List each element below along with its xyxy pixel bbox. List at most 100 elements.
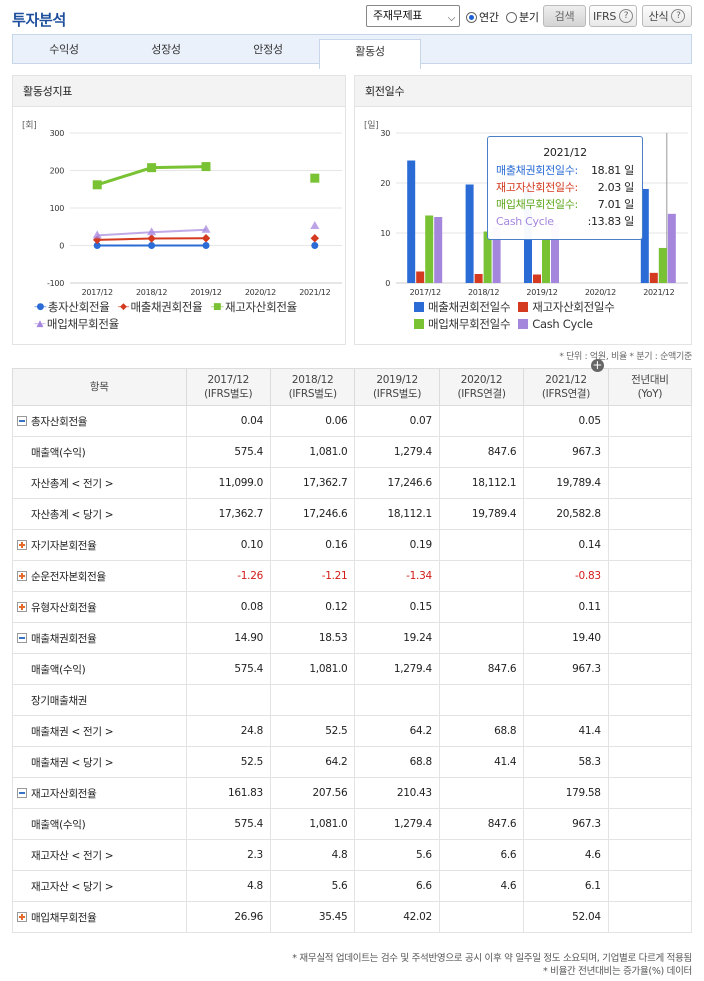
bar[interactable] xyxy=(533,274,541,284)
legend-label: 총자산회전율 xyxy=(47,300,110,314)
activity-chart-panel: 활동성지표 xyxy=(12,75,346,345)
row-label-text: 총자산회전율 xyxy=(31,415,88,428)
chart-unit: [회] xyxy=(22,121,37,131)
formula-button[interactable]: 산식? xyxy=(642,5,692,27)
collapse-icon[interactable] xyxy=(17,632,27,643)
radio-quarter[interactable]: 분기 xyxy=(506,9,539,25)
bar[interactable] xyxy=(492,227,501,283)
y-tick-label: 0 xyxy=(385,279,390,288)
table-cell xyxy=(438,560,525,592)
tooltip-label: 재고자산회전일수: xyxy=(496,181,578,194)
table-cell: 575.4 xyxy=(185,808,271,840)
y-tick-label: -100 xyxy=(47,279,64,288)
row-label: 자산총계 < 당기 > xyxy=(12,498,187,530)
data-point[interactable] xyxy=(202,241,210,249)
tab-stability[interactable]: 안정성 xyxy=(253,43,283,56)
table-cell xyxy=(438,901,525,933)
row-label[interactable]: 자기자본회전율 xyxy=(12,529,187,561)
row-label[interactable]: 재고자산회전율 xyxy=(12,777,187,809)
row-label-text: 자기자본회전율 xyxy=(31,539,97,552)
formula-label: 산식 xyxy=(648,10,669,23)
tooltip-value: 18.81 일 xyxy=(590,164,634,177)
legend-item[interactable]: –◆– 매출채권회전율 xyxy=(118,299,203,315)
statement-select[interactable]: 주재무제표 ⌵ xyxy=(366,5,460,27)
bar[interactable] xyxy=(542,239,550,284)
data-point[interactable] xyxy=(92,180,102,190)
legend-item[interactable]: Cash Cycle xyxy=(518,317,593,331)
bar[interactable] xyxy=(416,271,425,284)
row-label[interactable]: 순운전자본회전율 xyxy=(12,560,187,592)
legend-item[interactable]: –■– 재고자산회전율 xyxy=(210,299,297,315)
column-header: 2020/12 (IFRS연결) xyxy=(438,368,525,406)
collapse-icon[interactable] xyxy=(17,787,27,798)
bar[interactable] xyxy=(649,272,658,283)
data-point[interactable] xyxy=(147,234,156,243)
data-point[interactable] xyxy=(201,234,211,243)
bar[interactable] xyxy=(667,213,676,283)
data-point[interactable] xyxy=(148,241,156,249)
data-point[interactable] xyxy=(201,162,211,172)
expand-icon[interactable] xyxy=(17,570,27,581)
ifrs-button[interactable]: IFRS? xyxy=(589,5,637,27)
column-header-sub: (YoY) xyxy=(637,388,663,400)
table-cell: 0.19 xyxy=(354,529,440,561)
table-cell: 0.10 xyxy=(185,529,271,561)
row-label[interactable]: 매입채무회전율 xyxy=(12,901,187,933)
table-cell xyxy=(607,529,693,561)
row-label[interactable]: 총자산회전율 xyxy=(12,405,187,437)
table-cell: 207.56 xyxy=(269,777,356,809)
data-point[interactable] xyxy=(147,227,157,236)
bar[interactable] xyxy=(640,188,649,283)
table-row: 매출액(수익) 575.4 1,081.0 1,279.4 847.6 967.3 xyxy=(12,436,693,468)
y-tick-label: 30 xyxy=(380,129,390,138)
table-row: 자산총계 < 당기 > 17,362.7 17,246.6 18,112.1 19,78… xyxy=(12,498,693,530)
x-tick-label: 2021/12 xyxy=(643,288,674,297)
collapse-icon[interactable] xyxy=(17,415,27,426)
legend-item[interactable]: 매입채무회전일수 xyxy=(414,316,511,332)
table-cell xyxy=(607,684,693,716)
legend-item[interactable]: –▲– 매입채무회전율 xyxy=(34,316,119,332)
expand-icon[interactable] xyxy=(17,601,27,612)
table-cell: 0.04 xyxy=(185,405,271,437)
row-label[interactable]: 유형자산회전율 xyxy=(12,591,187,623)
y-tick-label: 300 xyxy=(50,129,65,138)
data-point[interactable] xyxy=(311,241,319,249)
column-header-text: 2018/12 xyxy=(291,374,334,386)
bar[interactable] xyxy=(483,231,492,284)
legend-swatch-icon xyxy=(414,302,424,312)
add-column-icon[interactable]: + xyxy=(590,358,604,372)
expand-icon[interactable] xyxy=(17,539,27,550)
legend-item[interactable]: 재고자산회전일수 xyxy=(518,299,615,315)
tab-growth[interactable]: 성장성 xyxy=(151,43,181,56)
row-label: 재고자산 < 당기 > xyxy=(12,870,187,902)
x-tick-label: 2021/12 xyxy=(299,288,330,297)
row-label: 매출액(수익) xyxy=(12,653,187,685)
bar[interactable] xyxy=(434,217,443,283)
legend-item[interactable]: –●– 총자산회전율 xyxy=(34,299,110,315)
row-label-text: 매출채권 < 당기 > xyxy=(31,756,114,769)
data-point[interactable] xyxy=(201,224,211,233)
bar[interactable] xyxy=(551,223,559,283)
bar[interactable] xyxy=(474,274,483,283)
radio-annual[interactable]: 연간 xyxy=(466,9,499,25)
data-point[interactable] xyxy=(93,241,101,249)
row-label[interactable]: 매출채권회전율 xyxy=(12,622,187,654)
data-point[interactable] xyxy=(310,220,320,229)
expand-icon[interactable] xyxy=(17,911,27,922)
bar[interactable] xyxy=(425,215,434,284)
data-point[interactable] xyxy=(310,233,320,243)
bar[interactable] xyxy=(658,247,667,283)
legend-item[interactable]: 매출채권회전일수 xyxy=(414,299,511,315)
data-point[interactable] xyxy=(92,230,102,239)
data-point[interactable] xyxy=(147,163,157,173)
search-button[interactable]: 검색 xyxy=(543,5,586,27)
x-tick-label: 2019/12 xyxy=(526,288,557,297)
table-cell: 17,246.6 xyxy=(269,498,356,530)
tab-profitability[interactable]: 수익성 xyxy=(49,43,79,56)
tab-activity[interactable]: 활동성 xyxy=(319,39,421,69)
table-cell: 17,246.6 xyxy=(354,467,440,499)
bar[interactable] xyxy=(407,160,416,284)
table-cell: 42.02 xyxy=(354,901,440,933)
data-point[interactable] xyxy=(310,173,320,183)
bar[interactable] xyxy=(465,184,474,284)
